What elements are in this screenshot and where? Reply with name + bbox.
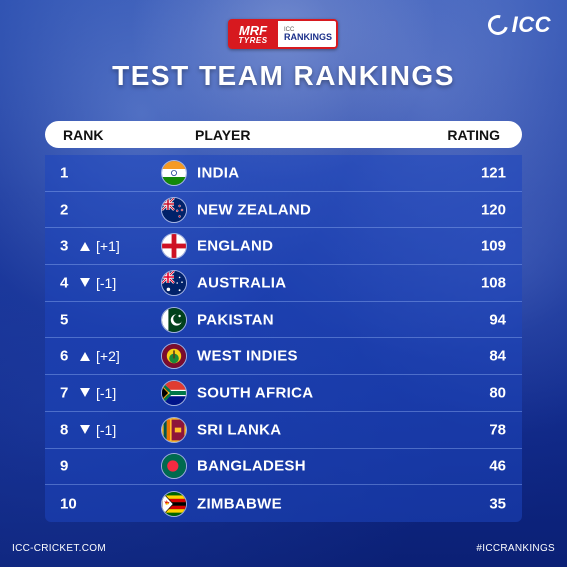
rankings-small-label: ICC <box>284 26 295 33</box>
new-zealand-flag-icon <box>161 196 187 223</box>
rankings-label: RANKINGS <box>284 31 333 42</box>
rating-cell: 108 <box>480 274 506 292</box>
rating-cell: 120 <box>480 201 506 219</box>
rating-cell: 121 <box>480 164 506 182</box>
table-row: 2 NEW ZEALAND 120 <box>45 192 522 229</box>
mrf-logo: MRF TYRES <box>228 19 278 49</box>
arrow-up-icon <box>80 241 90 251</box>
table-row: 1 INDIA 121 <box>45 155 522 192</box>
rank-cell: 1 <box>60 164 69 182</box>
team-name: ENGLAND <box>197 237 274 255</box>
south-africa-flag-icon <box>161 379 187 406</box>
column-header-rating: RATING <box>447 127 500 143</box>
team-name: PAKISTAN <box>197 311 274 329</box>
rank-change-text: [-1] <box>96 421 117 438</box>
sponsor-name: MRF <box>238 22 268 38</box>
footer-website: ICC-CRICKET.COM <box>12 543 106 554</box>
arrow-down-icon <box>80 388 90 398</box>
zimbabwe-flag-icon <box>161 490 187 517</box>
icc-logo-text: ICC <box>511 12 551 37</box>
table-row: 9 BANGLADESH 46 <box>45 449 522 486</box>
team-name: BANGLADESH <box>197 457 306 475</box>
rating-cell: 109 <box>480 237 506 255</box>
sponsor-badge: MRF TYRES ICC RANKINGS <box>228 19 338 49</box>
rating-cell: 46 <box>489 457 506 475</box>
rank-cell: 8 <box>60 421 69 439</box>
team-name: NEW ZEALAND <box>197 201 312 219</box>
rank-movement: [+1] <box>80 238 120 254</box>
footer-hashtag: #ICCRANKINGS <box>476 543 555 554</box>
sri-lanka-flag-icon <box>161 416 187 443</box>
icc-swirl-icon <box>483 11 512 39</box>
arrow-down-icon <box>80 425 90 435</box>
team-name: SOUTH AFRICA <box>197 384 314 402</box>
arrow-down-icon <box>80 278 90 288</box>
team-name: ZIMBABWE <box>197 495 282 513</box>
rank-movement: [-1] <box>80 385 116 401</box>
rank-cell: 2 <box>60 201 69 219</box>
sponsor-sub: TYRES <box>238 35 268 45</box>
rank-cell: 5 <box>60 311 69 329</box>
table-row: 7 [-1] SOUTH AFRICA 80 <box>45 375 522 412</box>
rank-cell: 6 <box>60 347 69 365</box>
table-row: 4 [-1] AUSTRALIA 108 <box>45 265 522 302</box>
table-header: RANK PLAYER RATING <box>45 121 522 148</box>
table-row: 3 [+1] ENGLAND 109 <box>45 228 522 266</box>
icc-logo: ICC <box>483 11 551 39</box>
rating-cell: 94 <box>489 311 506 329</box>
rank-movement: [-1] <box>80 422 116 438</box>
rank-cell: 3 <box>60 237 69 255</box>
rating-cell: 78 <box>489 421 506 439</box>
table-row: 5 PAKISTAN 94 <box>45 302 522 339</box>
rankings-table: 1 INDIA 121 2 NEW ZEALAND 120 3 [+1] ENGLAND 109 4… <box>45 155 522 522</box>
column-header-rank: RANK <box>63 127 104 143</box>
rank-change-text: [-1] <box>96 274 117 291</box>
rank-cell: 4 <box>60 274 69 292</box>
england-flag-icon <box>161 233 187 260</box>
rank-cell: 10 <box>60 495 77 513</box>
rank-change-text: [+2] <box>96 348 120 365</box>
pakistan-flag-icon <box>161 306 187 333</box>
rank-cell: 9 <box>60 457 69 475</box>
team-name: AUSTRALIA <box>197 274 287 292</box>
rank-change-text: [+1] <box>96 238 120 255</box>
table-row: 6 [+2] WEST INDIES 84 <box>45 338 522 376</box>
table-row: 8 [-1] SRI LANKA 78 <box>45 412 522 449</box>
rating-cell: 80 <box>489 384 506 402</box>
rating-cell: 35 <box>489 495 506 513</box>
australia-flag-icon <box>161 269 187 296</box>
rank-change-text: [-1] <box>96 384 117 401</box>
west-indies-flag-icon <box>161 343 187 370</box>
rank-movement: [+2] <box>80 348 120 364</box>
team-name: SRI LANKA <box>197 421 282 439</box>
rating-cell: 84 <box>489 347 506 365</box>
team-name: WEST INDIES <box>197 347 298 365</box>
rank-movement: [-1] <box>80 275 116 291</box>
page-title: TEST TEAM RANKINGS <box>112 60 455 91</box>
table-row: 10 ZIMBABWE 35 <box>45 485 522 522</box>
arrow-up-icon <box>80 351 90 361</box>
column-header-player: PLAYER <box>195 127 251 143</box>
bangladesh-flag-icon <box>161 453 187 480</box>
india-flag-icon <box>161 159 187 186</box>
icc-rankings-logo: ICC RANKINGS <box>278 19 338 49</box>
team-name: INDIA <box>197 164 240 182</box>
rank-cell: 7 <box>60 384 69 402</box>
